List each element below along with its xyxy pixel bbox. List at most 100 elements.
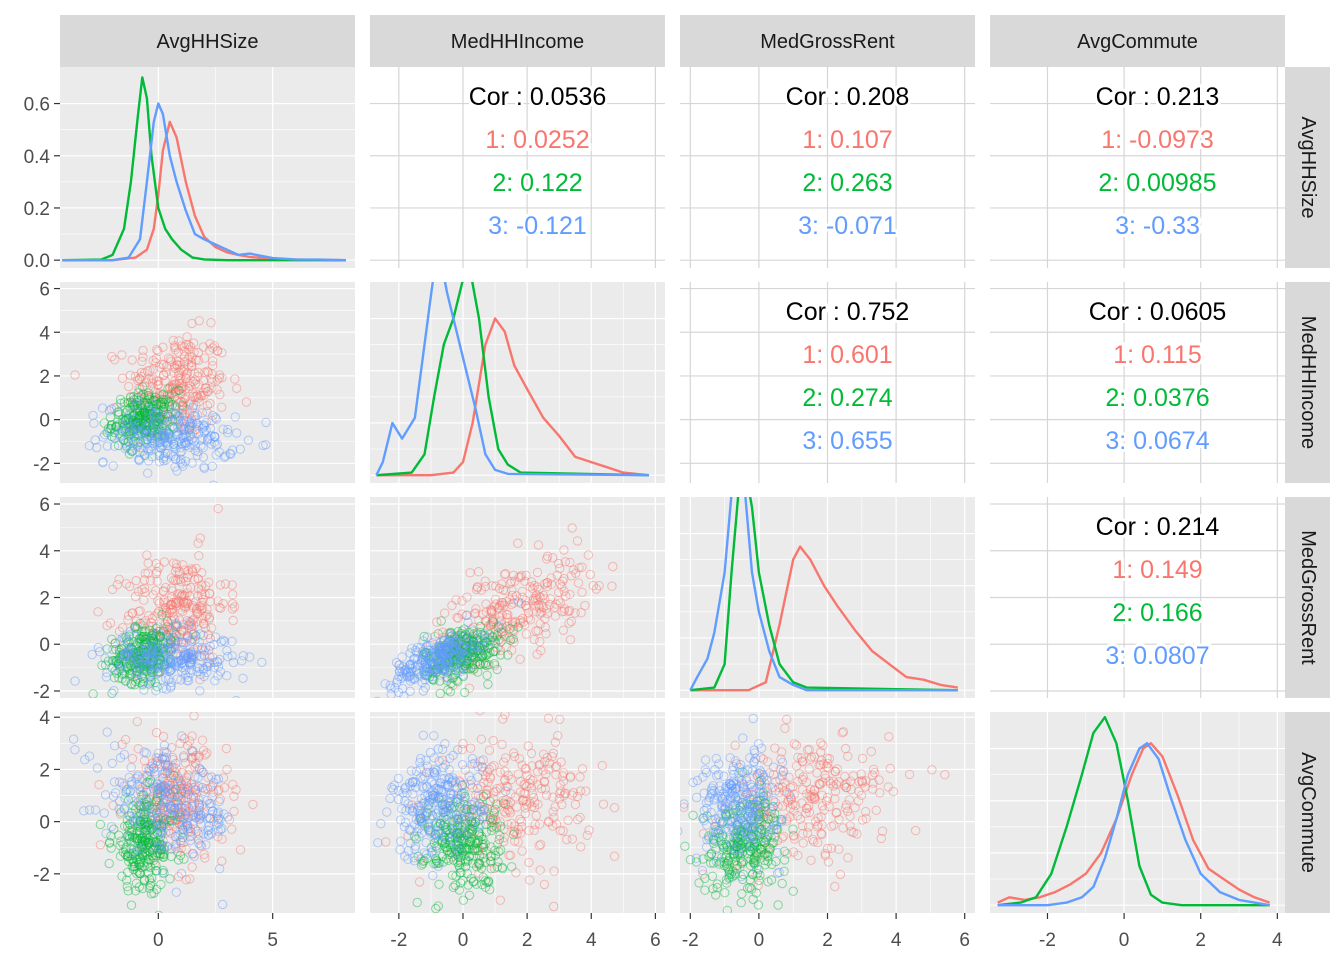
scatter-point-group-3 — [433, 648, 443, 658]
scatter-point-group-2 — [463, 632, 473, 643]
scatter-point-group-2 — [148, 404, 158, 414]
scatter-point-group-3 — [122, 647, 132, 657]
scatter-point-group-1 — [137, 841, 148, 851]
scatter-point-group-3 — [409, 674, 420, 684]
scatter-point-group-1 — [151, 353, 162, 364]
scatter-point-group-1 — [201, 383, 211, 394]
scatter-point-group-2 — [132, 845, 142, 855]
scatter-point-group-1 — [199, 646, 209, 656]
scatter-point-group-2 — [144, 401, 154, 411]
scatter-point-group-3 — [218, 635, 228, 645]
scatter-point-group-3 — [439, 636, 449, 647]
scatter-point-group-2 — [155, 643, 166, 653]
scatter-point-group-3 — [209, 480, 218, 483]
scatter-point-group-1 — [181, 369, 191, 380]
scatter-point-group-3 — [133, 439, 143, 449]
scatter-point-group-2 — [142, 654, 152, 665]
scatter-point-group-1 — [435, 642, 445, 653]
scatter-point-group-1 — [198, 375, 209, 386]
scatter-point-group-1 — [114, 626, 125, 637]
scatter-point-group-1 — [183, 826, 193, 836]
scatter-point-group-1 — [174, 398, 185, 408]
scatter-point-group-2 — [159, 394, 169, 405]
scatter-point-group-1 — [212, 345, 223, 356]
scatter-point-group-3 — [174, 436, 184, 447]
scatter-point-group-3 — [132, 668, 143, 678]
scatter-point-group-1 — [486, 607, 497, 617]
scatter-point-group-2 — [144, 418, 154, 428]
scatter-point-group-1 — [542, 581, 552, 592]
scatter-point-group-1 — [179, 351, 190, 362]
scatter-point-group-2 — [152, 429, 163, 440]
scatter-point-group-1 — [159, 415, 170, 425]
scatter-point-group-1 — [167, 801, 177, 811]
scatter-point-group-1 — [173, 384, 184, 395]
scatter-point-group-2 — [137, 402, 147, 413]
scatter-point-group-2 — [132, 651, 142, 661]
scatter-point-group-2 — [124, 410, 134, 420]
scatter-point-group-2 — [153, 667, 163, 677]
scatter-point-group-3 — [151, 409, 162, 419]
scatter-point-group-1 — [157, 754, 167, 764]
scatter-point-group-1 — [187, 731, 197, 741]
scatter-point-group-1 — [166, 629, 176, 640]
scatter-point-group-1 — [132, 716, 143, 727]
scatter-point-group-1 — [141, 779, 151, 789]
scatter-point-group-2 — [138, 819, 148, 829]
scatter-point-group-3 — [401, 665, 411, 675]
scatter-point-group-2 — [153, 663, 163, 673]
scatter-point-group-2 — [109, 673, 120, 683]
scatter-point-group-1 — [107, 351, 117, 362]
scatter-point-group-2 — [455, 657, 466, 668]
scatter-point-group-1 — [158, 370, 169, 381]
scatter-point-group-1 — [151, 752, 162, 763]
scatter-point-group-2 — [170, 386, 181, 396]
scatter-point-group-1 — [138, 398, 149, 408]
scatter-point-group-2 — [479, 631, 490, 641]
scatter-point-group-2 — [106, 843, 116, 853]
scatter-point-group-3 — [170, 621, 180, 631]
scatter-point-group-1 — [168, 597, 179, 608]
scatter-point-group-1 — [550, 611, 561, 621]
scatter-point-group-3 — [153, 408, 163, 419]
scatter-point-group-2 — [130, 424, 141, 434]
scatter-point-group-3 — [142, 655, 152, 665]
scatter-point-group-1 — [181, 875, 191, 885]
scatter-point-group-2 — [116, 643, 127, 654]
scatter-point-group-2 — [479, 639, 490, 649]
scatter-point-group-1 — [143, 374, 154, 384]
scatter-point-group-3 — [104, 406, 115, 416]
scatter-point-group-1 — [218, 599, 229, 609]
scatter-point-group-1 — [117, 350, 127, 360]
scatter-point-group-2 — [128, 816, 138, 826]
scatter-point-group-3 — [177, 432, 188, 443]
scatter-point-group-1 — [159, 402, 169, 413]
scatter-point-group-3 — [121, 649, 132, 660]
scatter-point-group-1 — [529, 594, 539, 604]
scatter-point-group-2 — [480, 658, 491, 669]
scatter-point-group-1 — [472, 583, 483, 593]
scatter-point-group-2 — [135, 646, 146, 656]
scatter-point-group-3 — [166, 435, 176, 445]
scatter-point-group-1 — [470, 660, 480, 670]
scatter-point-group-2 — [153, 405, 164, 415]
scatter-point-group-1 — [169, 819, 179, 829]
scatter-point-group-3 — [170, 643, 181, 654]
scatter-point-group-1 — [199, 619, 209, 629]
scatter-point-group-1 — [133, 744, 144, 754]
scatter-point-group-1 — [174, 356, 184, 367]
scatter-point-group-2 — [146, 636, 156, 646]
scatter-point-group-1 — [190, 824, 200, 834]
scatter-point-group-2 — [420, 647, 430, 658]
scatter-point-group-2 — [139, 647, 150, 657]
scatter-point-group-2 — [463, 664, 473, 674]
scatter-point-group-1 — [189, 347, 199, 357]
scatter-point-group-3 — [134, 644, 144, 654]
scatter-point-group-1 — [451, 595, 461, 605]
scatter-point-group-3 — [158, 643, 168, 654]
scatter-point-group-2 — [163, 397, 174, 407]
scatter-point-group-2 — [122, 651, 132, 661]
scatter-point-group-2 — [123, 886, 134, 896]
scatter-point-group-3 — [185, 430, 196, 441]
scatter-point-group-1 — [486, 619, 496, 629]
